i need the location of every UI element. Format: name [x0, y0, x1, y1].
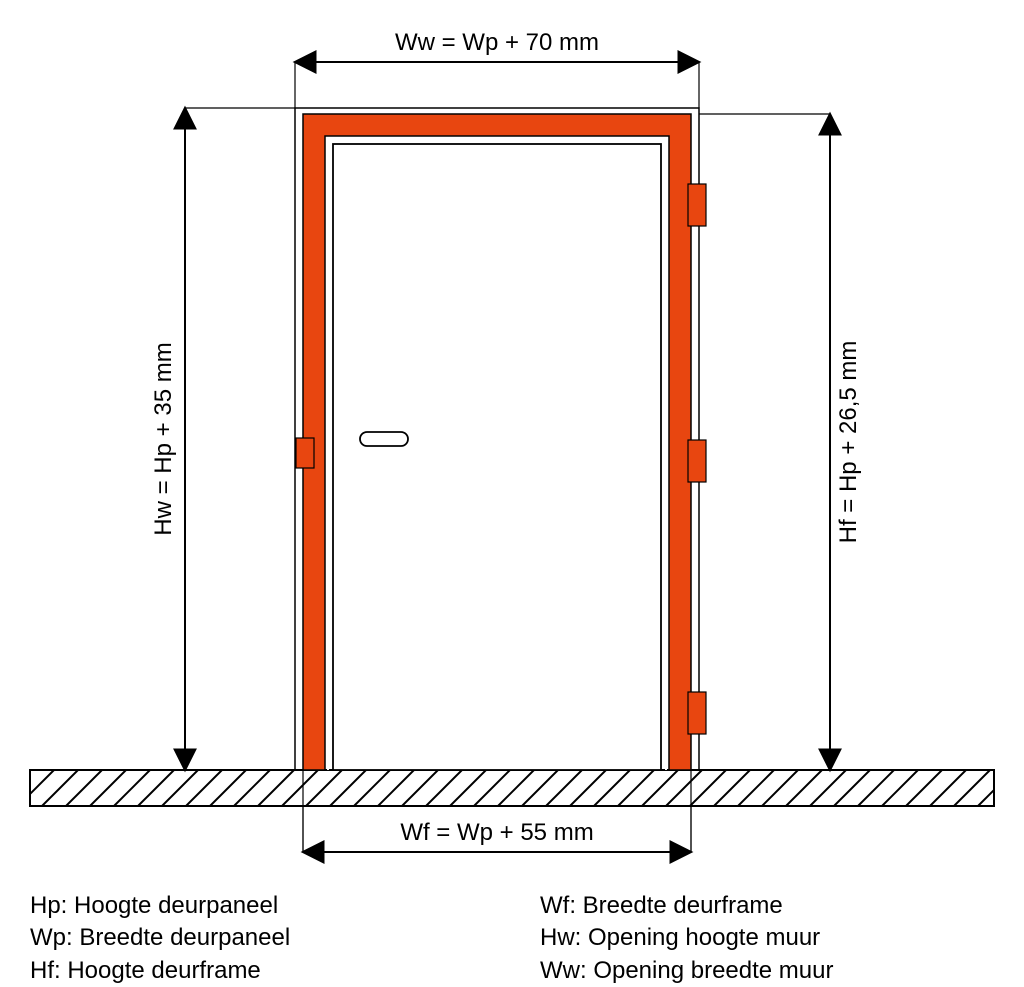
- legend-line: Wf: Breedte deurframe: [540, 890, 833, 922]
- diagram-stage: Ww = Wp + 70 mm Wf = Wp + 55 mm Hw = Hp + …: [0, 0, 1024, 979]
- legend-line: Hp: Hoogte deurpaneel: [30, 890, 290, 922]
- dimension-label: Ww = Wp + 70 mm: [395, 29, 599, 56]
- dimension-label: Hw = Hp + 35 mm: [150, 342, 177, 535]
- door-diagram-svg: Ww = Wp + 70 mm Wf = Wp + 55 mm Hw = Hp + …: [0, 0, 1024, 979]
- legend-right: Wf: Breedte deurframe Hw: Opening hoogte…: [540, 890, 833, 987]
- dimension-label: Wf = Wp + 55 mm: [400, 819, 593, 846]
- legend-left: Hp: Hoogte deurpaneel Wp: Breedte deurpa…: [30, 890, 290, 987]
- legend-line: Wp: Breedte deurpaneel: [30, 922, 290, 954]
- legend-line: Hw: Opening hoogte muur: [540, 922, 833, 954]
- legend-line: Ww: Opening breedte muur: [540, 955, 833, 987]
- dimension-label: Hf = Hp + 26,5 mm: [835, 341, 862, 544]
- legend-line: Hf: Hoogte deurframe: [30, 955, 290, 987]
